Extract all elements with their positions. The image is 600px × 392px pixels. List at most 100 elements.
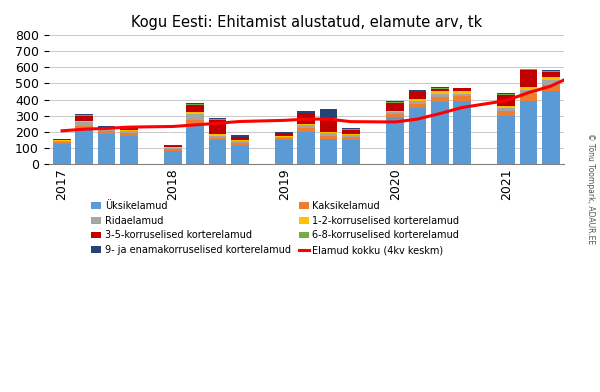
Elamud kokku (4kv keskm) <box>58 129 65 133</box>
Bar <box>542 80 560 85</box>
Elamud kokku (4kv keskm) <box>547 84 554 89</box>
Bar <box>542 85 560 91</box>
Elamud kokku (4kv keskm) <box>169 124 176 129</box>
Bar <box>431 89 449 91</box>
Bar <box>520 70 538 87</box>
Bar <box>342 134 359 135</box>
Bar <box>53 142 71 144</box>
Bar <box>497 106 515 108</box>
Bar <box>320 109 337 118</box>
Bar <box>342 135 359 137</box>
Bar <box>386 111 404 112</box>
Bar <box>275 136 293 137</box>
Bar <box>453 96 471 101</box>
Bar <box>431 94 449 98</box>
Bar <box>542 76 560 80</box>
Bar <box>564 77 582 164</box>
Text: © Tõnu Toompark, ADAUR.EE: © Tõnu Toompark, ADAUR.EE <box>587 132 595 244</box>
Bar <box>275 138 293 140</box>
Bar <box>98 128 115 129</box>
Elamud kokku (4kv keskm) <box>325 117 332 122</box>
Bar <box>164 145 182 146</box>
Elamud kokku (4kv keskm) <box>347 119 355 124</box>
Line: Elamud kokku (4kv keskm): Elamud kokku (4kv keskm) <box>62 76 573 131</box>
Bar <box>453 91 471 94</box>
Bar <box>76 115 93 116</box>
Bar <box>409 99 426 101</box>
Bar <box>164 146 182 147</box>
Bar <box>120 131 137 133</box>
Bar <box>98 134 115 164</box>
Bar <box>120 130 137 131</box>
Bar <box>76 122 93 127</box>
Bar <box>76 121 93 122</box>
Bar <box>431 91 449 94</box>
Bar <box>231 136 248 137</box>
Bar <box>209 118 226 119</box>
Bar <box>564 61 582 64</box>
Bar <box>164 147 182 148</box>
Bar <box>98 129 115 131</box>
Bar <box>542 91 560 164</box>
Bar <box>231 143 248 146</box>
Bar <box>120 136 137 164</box>
Bar <box>497 93 515 94</box>
Elamud kokku (4kv keskm) <box>414 117 421 122</box>
Bar <box>209 134 226 136</box>
Elamud kokku (4kv keskm) <box>192 123 199 127</box>
Bar <box>275 140 293 164</box>
Bar <box>497 116 515 164</box>
Elamud kokku (4kv keskm) <box>503 98 510 103</box>
Bar <box>542 69 560 71</box>
Bar <box>520 94 538 101</box>
Bar <box>76 116 93 121</box>
Bar <box>98 131 115 134</box>
Bar <box>209 136 226 138</box>
Bar <box>209 120 226 134</box>
Bar <box>564 64 582 69</box>
Bar <box>164 148 182 149</box>
Elamud kokku (4kv keskm) <box>281 118 288 123</box>
Bar <box>564 69 582 77</box>
Bar <box>76 127 93 130</box>
Bar <box>164 151 182 164</box>
Bar <box>231 141 248 143</box>
Bar <box>231 140 248 141</box>
Bar <box>320 139 337 164</box>
Bar <box>53 144 71 164</box>
Bar <box>520 101 538 164</box>
Bar <box>342 127 359 129</box>
Bar <box>409 92 426 99</box>
Bar <box>431 98 449 102</box>
Bar <box>542 71 560 72</box>
Bar <box>342 137 359 140</box>
Bar <box>187 105 204 112</box>
Legend: Üksikelamud, Ridaelamud, 3-5-korruselised korterelamud, 9- ja enamakorruselised : Üksikelamud, Ridaelamud, 3-5-korruselise… <box>91 201 460 255</box>
Bar <box>320 118 337 119</box>
Bar <box>386 103 404 111</box>
Bar <box>76 114 93 115</box>
Bar <box>386 114 404 117</box>
Bar <box>275 133 293 136</box>
Bar <box>209 138 226 140</box>
Bar <box>98 126 115 127</box>
Bar <box>298 125 315 129</box>
Bar <box>409 91 426 92</box>
Elamud kokku (4kv keskm) <box>525 90 532 95</box>
Bar <box>275 137 293 138</box>
Bar <box>298 129 315 132</box>
Bar <box>98 127 115 128</box>
Bar <box>320 136 337 139</box>
Bar <box>164 149 182 151</box>
Bar <box>53 141 71 142</box>
Bar <box>120 133 137 136</box>
Bar <box>520 91 538 94</box>
Bar <box>520 69 538 70</box>
Bar <box>209 119 226 120</box>
Bar <box>342 129 359 134</box>
Bar <box>431 88 449 89</box>
Bar <box>298 113 315 123</box>
Elamud kokku (4kv keskm) <box>236 119 244 124</box>
Elamud kokku (4kv keskm) <box>436 111 443 116</box>
Bar <box>231 146 248 164</box>
